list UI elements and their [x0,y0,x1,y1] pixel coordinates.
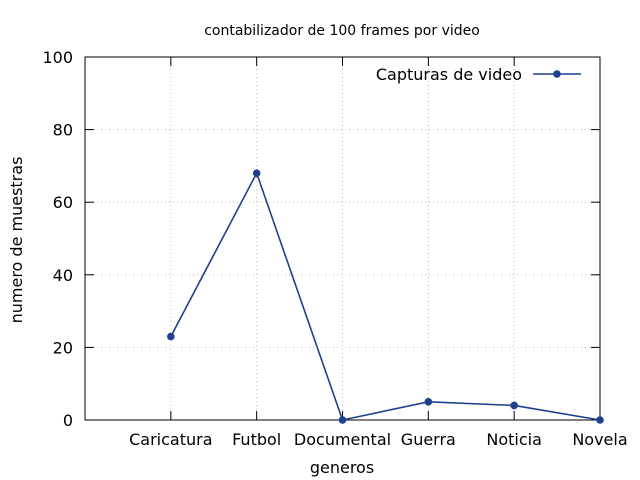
data-point [252,169,261,177]
series-line [170,171,601,421]
legend-label: Capturas de video [376,65,522,84]
x-tick-label: Caricatura [129,430,212,449]
chart-title: contabilizador de 100 frames por video [204,23,480,39]
x-axis-label: generos [310,458,374,477]
x-tick-label: Guerra [401,430,456,449]
y-axis-label: numero de muestras [7,157,26,324]
grid-lines [85,57,600,420]
data-point [424,398,433,406]
data-point [167,332,175,341]
y-tick-label: 60 [53,193,73,212]
data-point [338,416,347,424]
y-tick-label: 80 [53,121,73,140]
x-tick-label: Noticia [486,430,542,449]
data-point [510,401,518,410]
y-tick-label: 40 [53,266,73,285]
y-tick-label: 0 [63,411,73,430]
x-tick-label: Documental [294,430,391,449]
x-tick-label: Novela [572,430,627,449]
y-tick-label: 100 [42,48,73,67]
legend-marker [553,70,561,78]
y-tick-label: 20 [53,338,73,357]
x-tick-label: Futbol [232,430,281,449]
data-point [596,416,604,424]
